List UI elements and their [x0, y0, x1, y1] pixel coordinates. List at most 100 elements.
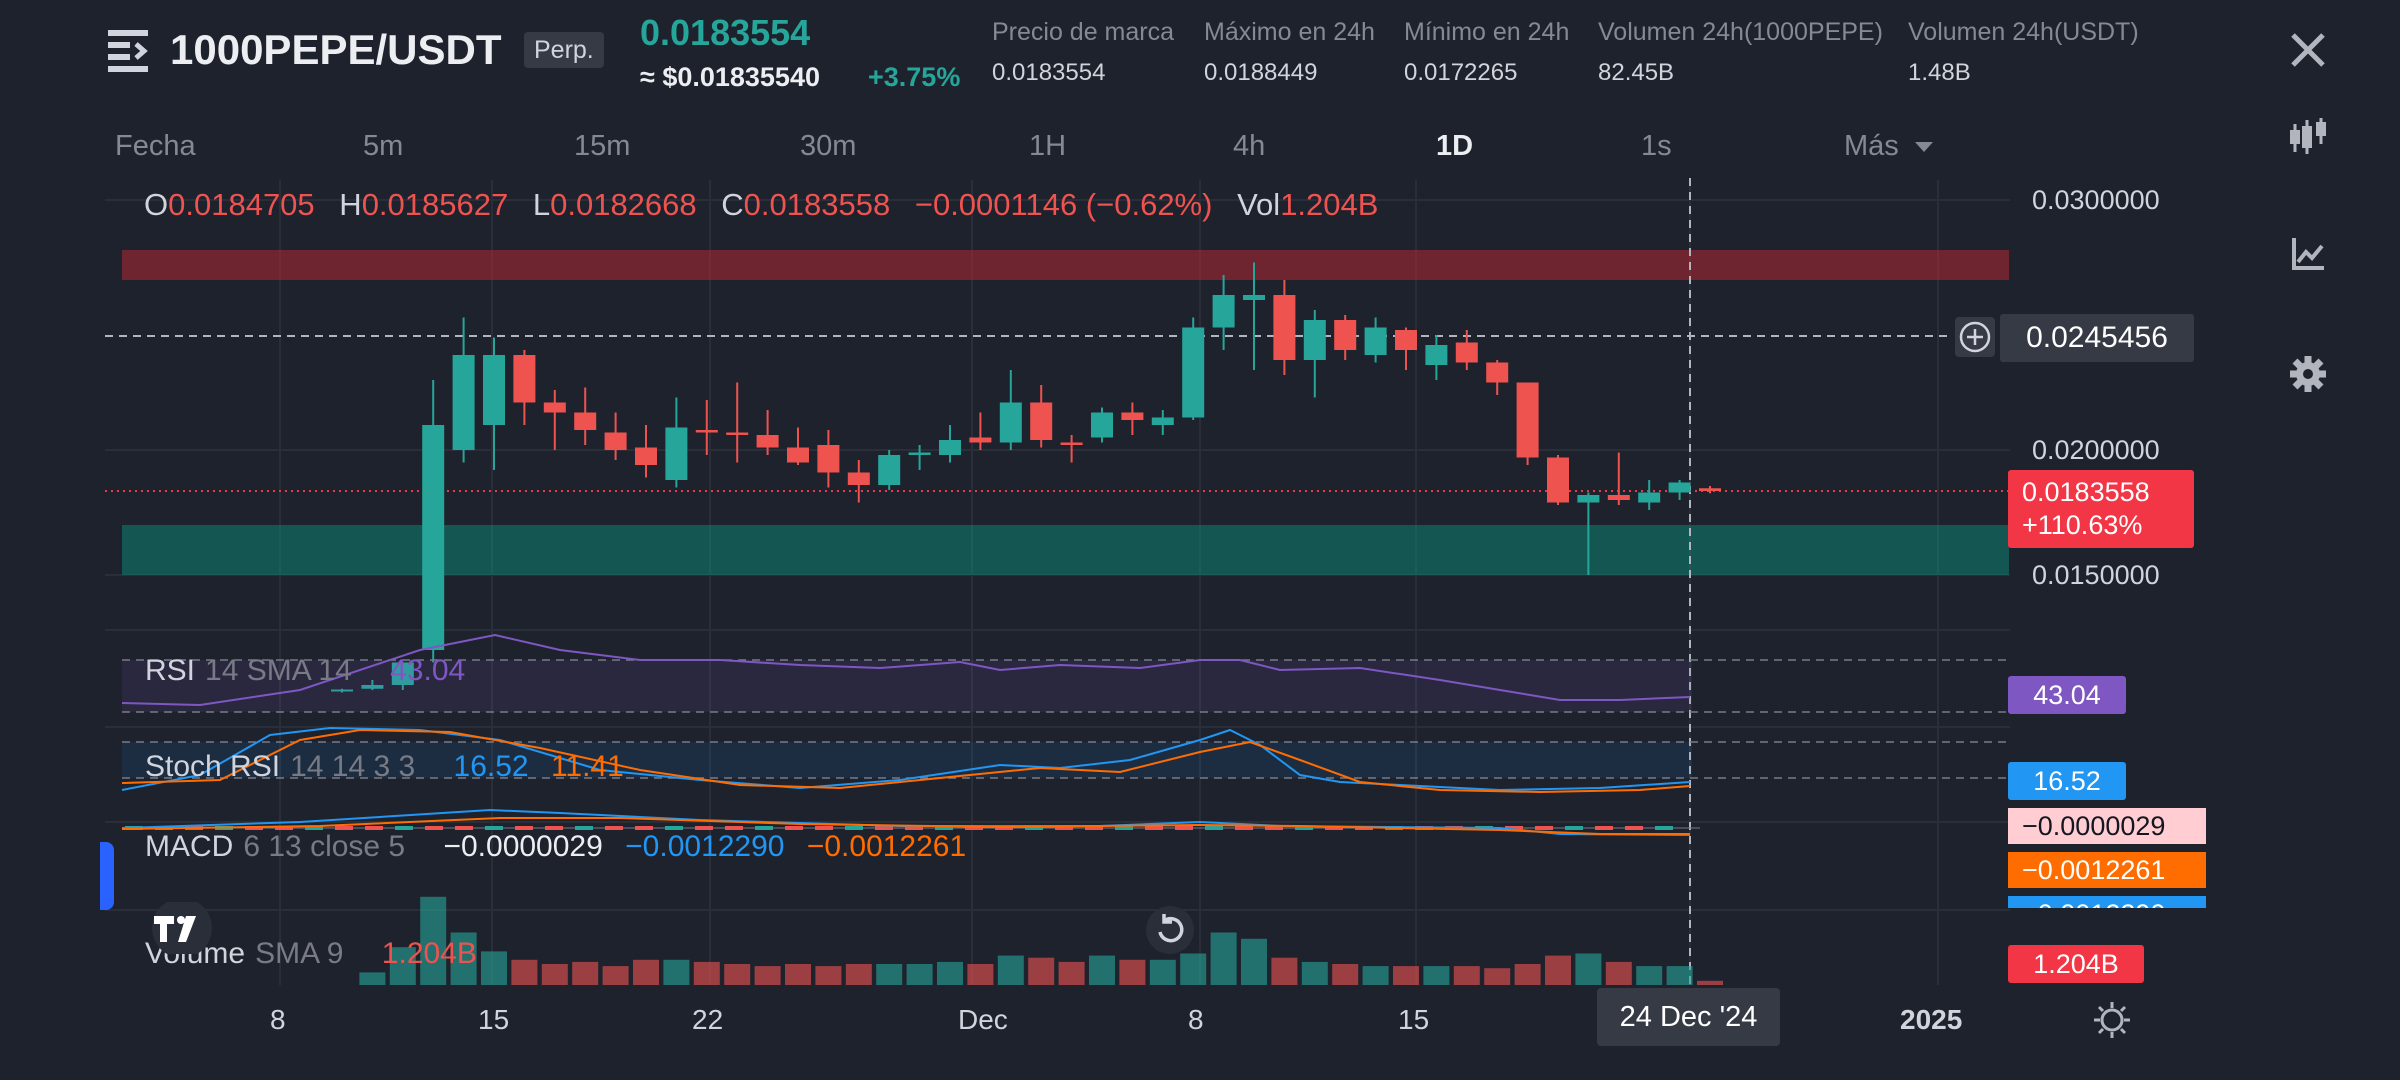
candle	[817, 430, 840, 488]
drawing-tools-icon[interactable]	[2288, 116, 2328, 156]
candle-body	[1030, 402, 1053, 440]
rsi-legend[interactable]: RSI 14 SMA 14 43.04	[145, 654, 465, 688]
candle	[1151, 410, 1174, 435]
current-price-tag: 0.0183558 +110.63%	[2008, 470, 2194, 548]
macd-signal-tag: −0.0012261	[2008, 852, 2206, 888]
add-alert-icon[interactable]	[1954, 316, 1996, 358]
chart-settings-icon[interactable]	[2092, 1000, 2132, 1040]
macd-hist-bar	[635, 826, 653, 830]
tab-15m[interactable]: 15m	[574, 130, 631, 162]
candle	[1486, 360, 1509, 395]
tab-4h[interactable]: 4h	[1233, 130, 1266, 162]
stoch-legend[interactable]: Stoch RSI 14 14 3 3 16.52 11.41	[145, 750, 624, 784]
current-price-change: +110.63%	[2022, 510, 2143, 540]
macd-hist-bar	[1565, 826, 1583, 830]
reset-icon[interactable]	[1146, 906, 1194, 954]
volume-bar	[1089, 955, 1115, 985]
volume-bar	[572, 961, 599, 985]
volume-bar	[1636, 966, 1663, 985]
stat-value: 0.0188449	[1204, 59, 1318, 86]
candle-body	[878, 455, 901, 485]
volume-bar	[1393, 966, 1419, 985]
macd-hist-bar	[1205, 826, 1223, 830]
macd-hist-bar	[1115, 826, 1133, 830]
indicators-icon[interactable]	[2288, 234, 2328, 274]
candles	[331, 262, 1721, 693]
chart-grid	[105, 180, 2010, 985]
rsi-value: 43.04	[390, 654, 466, 687]
macd-hist-bar	[1505, 826, 1523, 830]
candle-body	[513, 355, 536, 403]
macd-legend[interactable]: MACD 6 13 close 5 −0.0000029 −0.0012290 −…	[145, 830, 966, 864]
macd-hist-bar	[845, 826, 863, 830]
menu-icon[interactable]	[108, 30, 152, 72]
candle-body	[847, 472, 870, 485]
date-label: 8	[270, 1004, 286, 1035]
rsi-tag: 43.04	[2008, 676, 2126, 714]
volume-bar	[693, 961, 720, 985]
candle-body	[1486, 362, 1509, 383]
candle	[1182, 317, 1205, 420]
candle-body	[361, 685, 384, 689]
macd-hist-bar	[485, 826, 503, 830]
candle-body	[543, 402, 566, 413]
volume-bar	[1332, 964, 1359, 985]
candle-body	[817, 445, 840, 473]
stat-label: Volumen 24h(1000PEPE)	[1598, 18, 1883, 46]
price-axis-label: 0.0150000	[2032, 560, 2160, 590]
volume-bar	[541, 964, 568, 985]
volume-bar	[906, 964, 933, 985]
tab-more[interactable]: Más	[1844, 130, 1933, 163]
macd-signal-value: −0.0012261	[806, 830, 967, 863]
close-value: 0.0183558	[743, 187, 891, 222]
candle-body	[1060, 442, 1083, 445]
macd-hist-bar	[275, 826, 293, 830]
open-value: 0.0184705	[168, 187, 315, 222]
price-chart[interactable]	[0, 175, 2230, 1005]
candle	[513, 350, 536, 425]
stat-low-24h: Mínimo en 24h 0.0172265	[1404, 18, 1569, 87]
candle	[1121, 402, 1144, 435]
macd-hist-tag: −0.0000029	[2008, 808, 2206, 844]
candle-body	[1243, 295, 1265, 300]
tradingview-logo	[152, 902, 212, 954]
close-label: C	[721, 187, 744, 222]
tab-1w[interactable]: 1s	[1641, 130, 1672, 162]
tab-1d[interactable]: 1D	[1436, 130, 1474, 162]
volume-bar	[633, 959, 659, 985]
tab-5m[interactable]: 5m	[363, 130, 404, 162]
candle-body	[787, 447, 809, 463]
candle-body	[574, 412, 597, 430]
macd-hist-bar	[1535, 826, 1553, 830]
candle-body	[1182, 327, 1205, 418]
tab-30m[interactable]: 30m	[800, 130, 857, 162]
tab-1h[interactable]: 1H	[1029, 130, 1067, 162]
high-label: H	[339, 187, 362, 222]
macd-line-tag-clip: −0.0012290	[2008, 896, 2206, 908]
volume-tag: 1.204B	[2008, 945, 2144, 983]
settings-icon[interactable]	[2288, 354, 2328, 394]
candle-body	[483, 355, 505, 425]
symbol-title[interactable]: 1000PEPE/USDT	[170, 26, 502, 73]
stoch-d-line	[121, 728, 1691, 794]
candle	[1303, 310, 1326, 398]
volume-bar	[602, 966, 629, 985]
candle	[1668, 480, 1691, 500]
candle-body	[756, 435, 779, 448]
macd-hist-bar	[815, 826, 833, 830]
candle	[999, 370, 1022, 450]
tab-date[interactable]: Fecha	[115, 130, 196, 162]
candle-body	[1334, 320, 1357, 350]
collapse-panel-tab[interactable]	[100, 842, 114, 910]
candle-body	[1091, 412, 1113, 438]
macd-hist-bar	[995, 826, 1013, 830]
date-label: Dec	[958, 1004, 1008, 1035]
candle	[1577, 492, 1600, 575]
volume-bar	[724, 964, 751, 985]
close-icon[interactable]	[2288, 30, 2328, 70]
stat-value: 0.0183554	[992, 59, 1106, 86]
volume-bar	[1301, 961, 1328, 985]
candle	[756, 410, 779, 455]
volume-bar	[997, 955, 1024, 985]
volume-bar	[1119, 959, 1146, 985]
